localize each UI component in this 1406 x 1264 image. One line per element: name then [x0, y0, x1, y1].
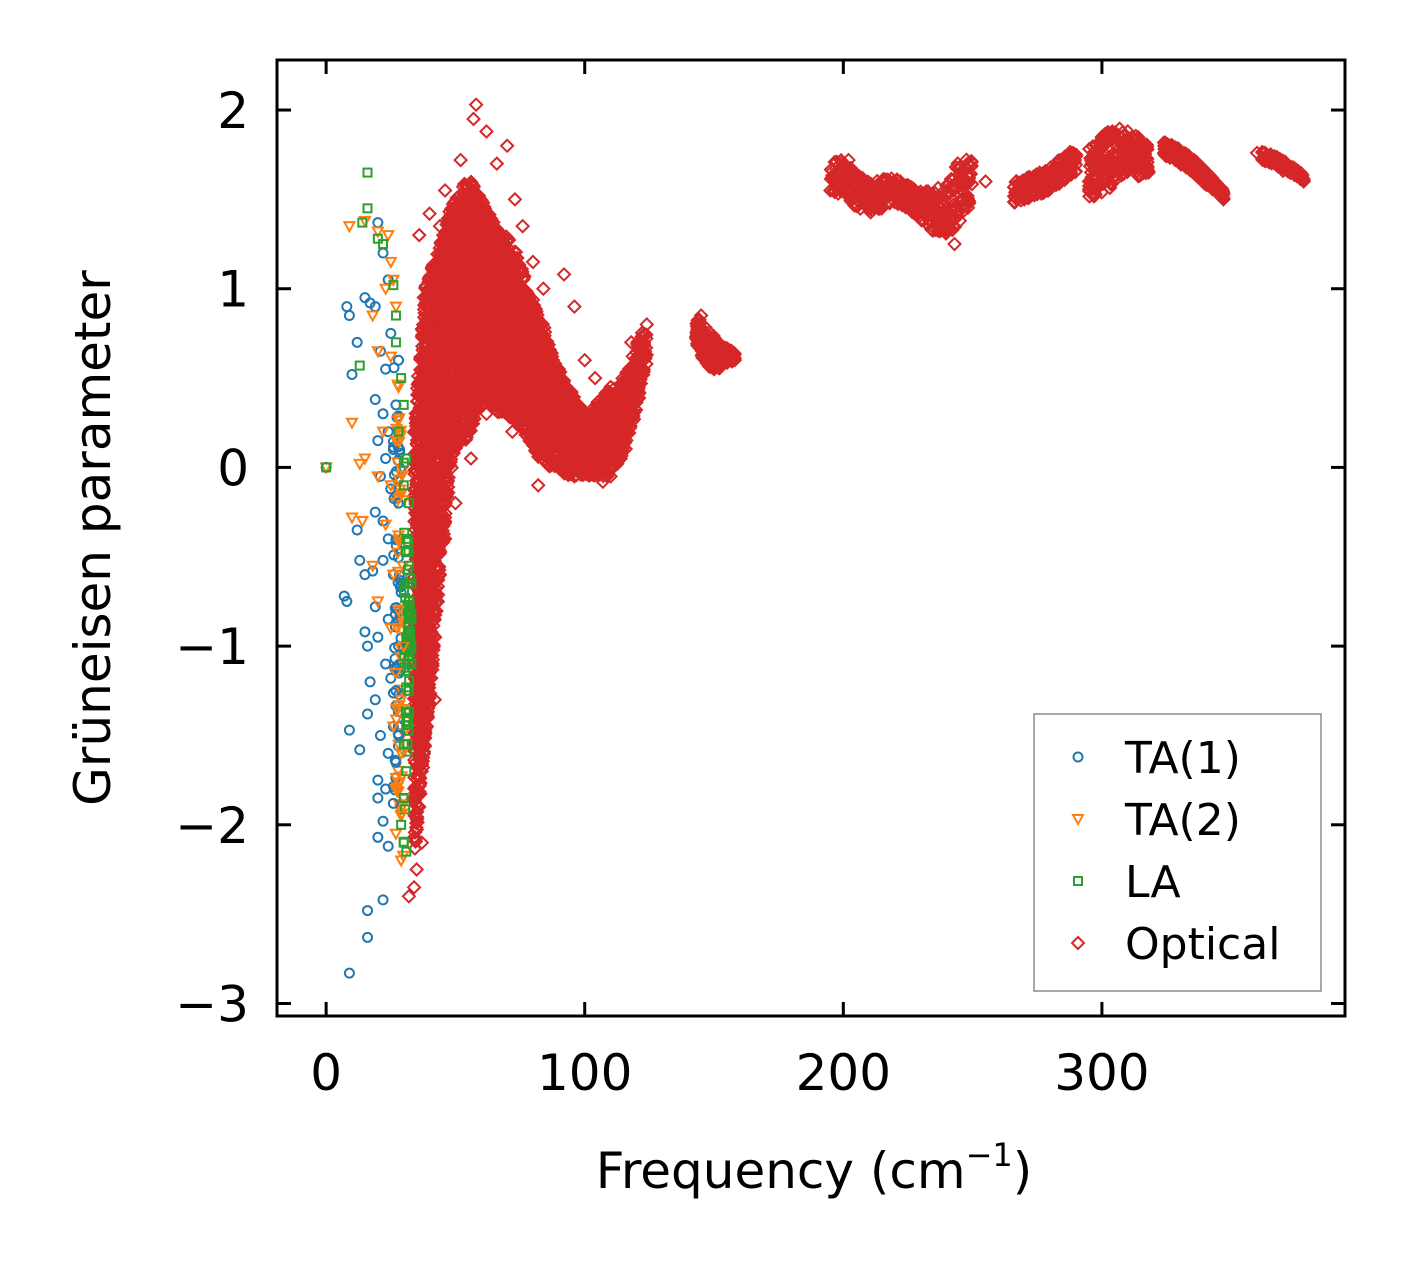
optical-point [412, 786, 428, 802]
optical-point [500, 231, 516, 247]
optical-point [428, 595, 443, 611]
optical-point [439, 486, 455, 502]
optical-point [520, 286, 536, 302]
optical-point [526, 300, 542, 316]
optical-point [409, 812, 425, 827]
optical-point [459, 429, 475, 445]
optical-point [432, 544, 448, 560]
optical-point [422, 279, 438, 295]
optical-point [423, 633, 439, 649]
optical-point [422, 665, 438, 681]
optical-point [440, 479, 456, 495]
optical-point [438, 495, 454, 511]
optical-point [437, 506, 453, 521]
optical-point [443, 454, 458, 470]
optical-point [427, 629, 443, 645]
optical-point [418, 675, 434, 691]
optical-point [516, 268, 532, 284]
optical-point [438, 470, 454, 485]
optical-point [445, 441, 461, 456]
optical-point [409, 822, 425, 837]
optical-point [430, 560, 446, 576]
optical-point [511, 257, 527, 273]
optical-point [412, 777, 428, 793]
optical-point [507, 244, 522, 260]
optical-point [412, 770, 428, 786]
optical-point [453, 432, 469, 448]
optical-point [440, 473, 456, 489]
optical-point [456, 423, 472, 439]
optical-point [409, 809, 425, 825]
optical-point [433, 505, 449, 521]
optical-point [423, 624, 439, 640]
optical-point [458, 432, 474, 448]
optical-point [430, 587, 446, 603]
optical-point [463, 174, 479, 190]
optical-point [417, 738, 433, 754]
optical-point [441, 470, 457, 485]
optical-point [509, 251, 524, 266]
optical-point [429, 571, 445, 587]
optical-point [439, 489, 455, 504]
data-layer [319, 97, 1312, 979]
optical-point [427, 581, 443, 596]
optical-point [435, 535, 450, 551]
